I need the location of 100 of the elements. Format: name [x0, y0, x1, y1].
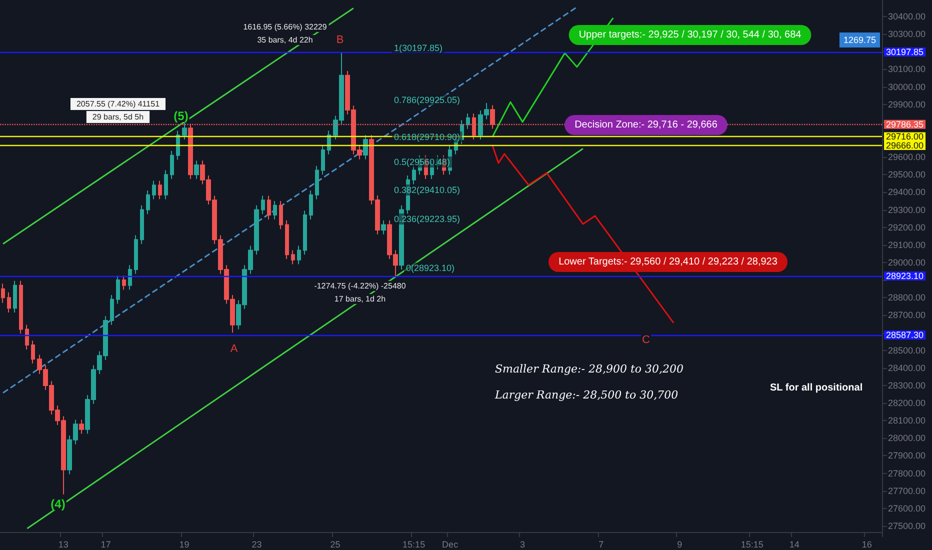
candlestick: [25, 324, 29, 350]
annotation: 0.786(29925.05): [394, 95, 460, 105]
y-tick-label: 27500.00: [888, 521, 926, 532]
y-tick-label: 29400.00: [888, 187, 926, 198]
candlestick: [285, 220, 289, 260]
x-tick-label: 15:15: [740, 540, 764, 550]
annotation: Decision Zone:- 29,716 - 29,666: [574, 120, 718, 130]
candlestick: [381, 220, 386, 235]
annotation: B: [336, 34, 344, 46]
candlestick: [164, 170, 168, 200]
candlestick: [194, 160, 199, 180]
candlestick: [448, 145, 452, 176]
candlestick: [321, 145, 325, 176]
candlestick: [140, 204, 144, 245]
candlestick: [170, 150, 174, 180]
annotation: SL for all positional: [770, 382, 863, 394]
annotation: 0(28923.10): [406, 263, 455, 273]
y-tick-label: 30000.00: [888, 82, 926, 92]
annotation: 0.382(29410.05): [394, 185, 460, 195]
y-tick-label: 28400.00: [888, 362, 926, 373]
candlestick: [315, 165, 319, 200]
candlestick: [267, 195, 271, 220]
candlestick: [309, 190, 313, 220]
y-tick-label: 28700.00: [888, 310, 926, 320]
y-tick-label: 27700.00: [888, 486, 926, 496]
candlestick: [128, 264, 132, 290]
annotation: 0.618(29710.90): [394, 132, 460, 142]
x-tick-label: 15:15: [402, 540, 426, 550]
candlestick: [412, 165, 416, 185]
ref-line-label: 29716.00: [886, 132, 924, 142]
annotation: Smaller Range:- 28,900 to 30,200: [495, 362, 684, 376]
y-tick-label: 30400.00: [888, 12, 926, 22]
candlestick: [31, 340, 35, 364]
x-tick-label: 13: [58, 540, 68, 550]
annotation: C: [642, 334, 650, 346]
ref-line-label: 28923.10: [886, 270, 924, 281]
candlestick: [460, 120, 464, 144]
candlestick: [363, 134, 368, 160]
annotation: 0.236(29223.95): [394, 214, 460, 224]
x-tick-label: 7: [598, 540, 604, 550]
candlestick: [291, 250, 295, 265]
ref-line-label: 28587.30: [886, 330, 924, 340]
ref-line-label: 29666.00: [886, 140, 924, 150]
ref-line-label: 29786.35: [886, 119, 924, 130]
y-tick-label: 29600.00: [888, 152, 926, 162]
annotation: 2057.55 (7.42%) 41151: [76, 100, 160, 108]
y-tick-label: 28800.00: [888, 292, 926, 303]
candlestick: [13, 280, 17, 314]
candlestick: [273, 200, 277, 220]
annotation: A: [230, 343, 238, 355]
annotation: Larger Range:- 28,500 to 30,700: [494, 388, 678, 402]
annotation: (4): [50, 497, 66, 511]
annotation: 1269.75: [843, 35, 876, 45]
candlestick: [158, 180, 162, 200]
y-tick-label: 29900.00: [888, 99, 926, 110]
y-tick-label: 30100.00: [888, 64, 926, 74]
y-tick-label: 28300.00: [888, 380, 926, 390]
y-tick-label: 27900.00: [888, 450, 926, 461]
candlestick: [176, 130, 180, 160]
annotation: Lower Targets:- 29,560 / 29,410 / 29,223 / 28,923: [558, 256, 778, 268]
candlestick: [79, 419, 84, 434]
annotation: 35 bars, 4d 22h: [257, 36, 313, 44]
annotation: Upper targets:- 29,925 / 30,197 / 30, 544 / 30, 684: [578, 30, 802, 40]
candlestick: [7, 292, 11, 314]
annotation: 1616.95 (5.66%) 32229: [243, 22, 328, 32]
candlestick: [1, 283, 5, 304]
candlestick: [146, 190, 150, 215]
y-tick-label: 28000.00: [888, 433, 926, 444]
annotation: -1274.75 (-4.22%) -25480: [314, 282, 406, 290]
x-tick-label: 16: [862, 540, 872, 550]
annotation: 17 bars, 1d 2h: [334, 294, 386, 304]
ref-line-label: 30197.85: [886, 47, 924, 58]
annotation: (5): [174, 109, 188, 123]
x-tick-label: 9: [677, 540, 682, 550]
annotation: 29 bars, 5d 5h: [92, 112, 144, 122]
y-tick-label: 29100.00: [888, 240, 926, 250]
candlestick: [110, 294, 114, 326]
annotation: 1(30197.85): [394, 43, 443, 53]
x-tick-label: Dec: [442, 540, 459, 550]
y-tick-label: 28100.00: [888, 416, 926, 426]
candlestick: [152, 180, 156, 200]
y-tick-label: 28500.00: [888, 345, 926, 356]
candlestick: [261, 195, 265, 215]
x-tick-label: 23: [252, 540, 262, 550]
x-tick-label: 17: [100, 540, 111, 550]
annotation: 0.5(29560.48): [394, 157, 450, 167]
candlestick: [122, 275, 126, 290]
candlestick: [182, 121, 187, 140]
candlestick: [297, 245, 301, 265]
y-tick-label: 28200.00: [888, 398, 926, 408]
x-tick-label: 3: [520, 540, 526, 550]
candlestick: [303, 210, 307, 256]
y-tick-label: 29500.00: [888, 170, 926, 180]
y-tick-label: 30300.00: [888, 29, 926, 40]
candlestick: [134, 234, 138, 274]
y-tick-label: 29300.00: [888, 204, 926, 215]
y-tick-label: 27800.00: [888, 468, 926, 478]
candlestick: [19, 280, 23, 334]
x-tick-label: 14: [789, 540, 800, 550]
x-tick-label: 25: [330, 540, 340, 550]
